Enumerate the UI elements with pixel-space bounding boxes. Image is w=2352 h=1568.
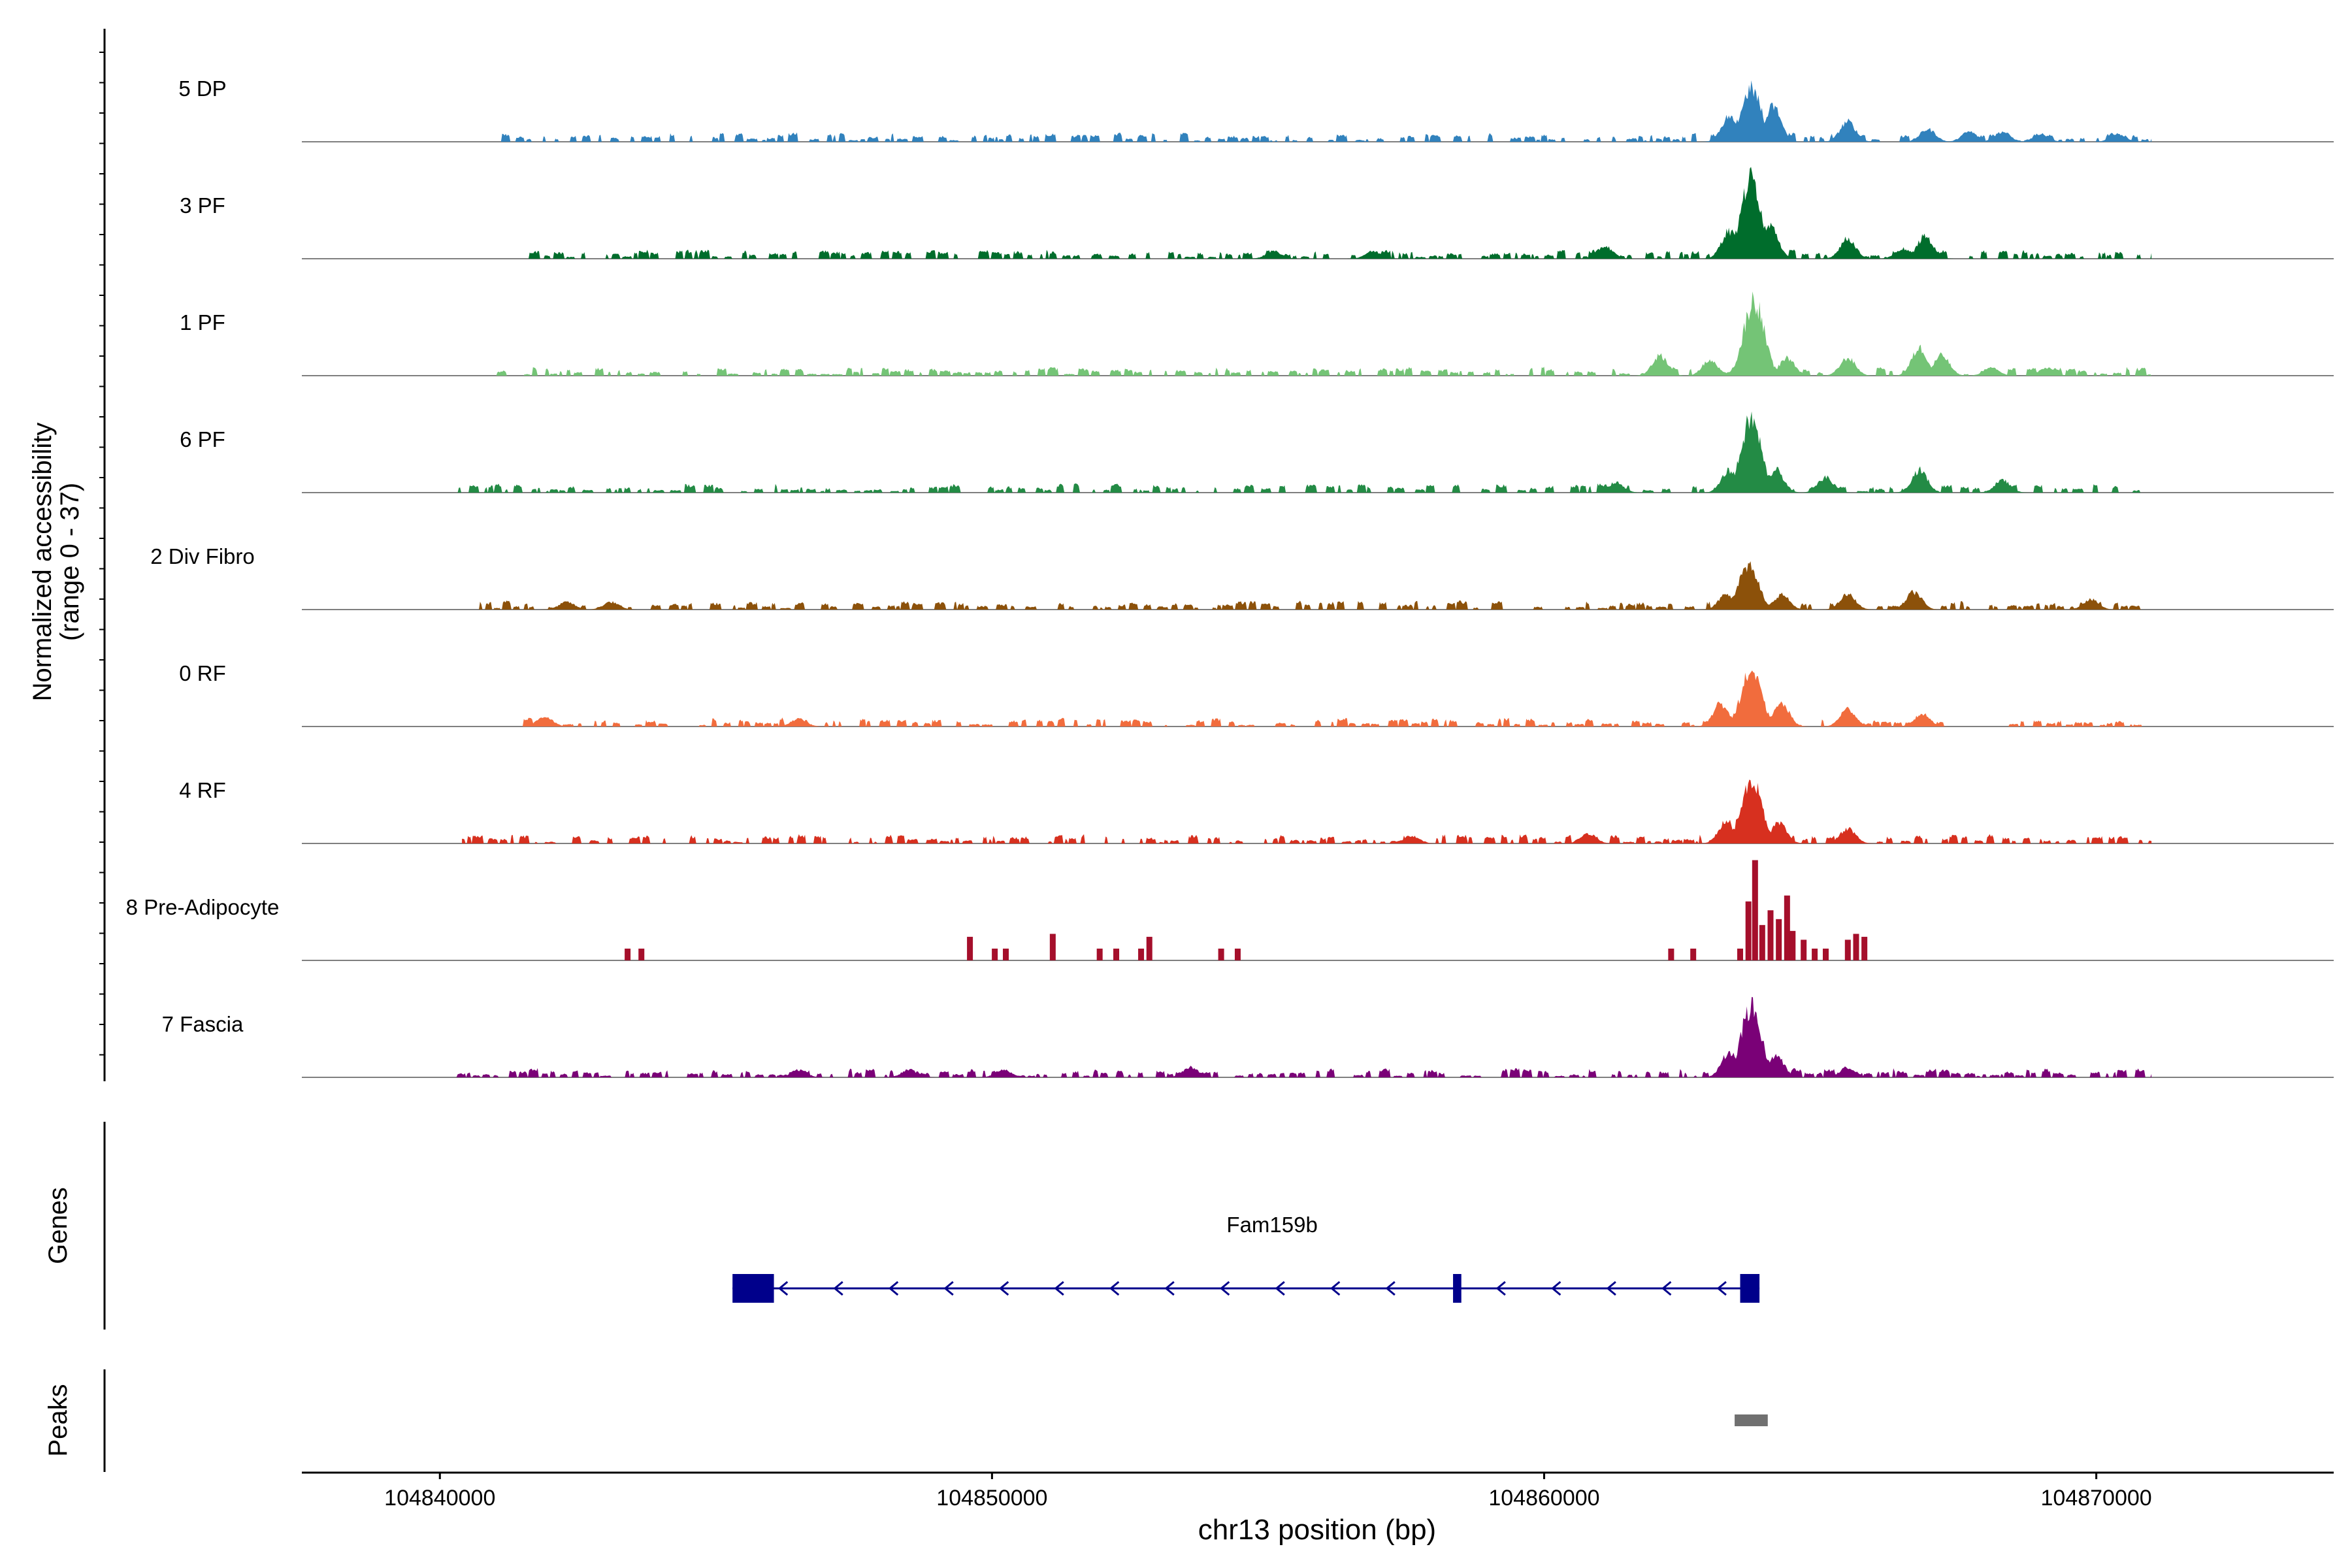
track-4-rf: 4 RF <box>179 778 2334 844</box>
x-axis-tick-label: 104850000 <box>936 1486 1047 1511</box>
coverage-block <box>967 936 973 960</box>
track-label: 7 Fascia <box>162 1012 244 1036</box>
coverage-block <box>1049 934 1056 960</box>
coverage-block <box>1138 948 1145 960</box>
track-label: 3 PF <box>180 193 225 218</box>
coverage-block <box>1823 948 1829 960</box>
coverage-block <box>638 948 645 960</box>
coverage-area <box>456 411 2141 493</box>
coverage-block <box>1668 948 1674 960</box>
coverage-block <box>1737 948 1744 960</box>
coverage-block <box>1146 936 1152 960</box>
peaks-track-label: Peaks <box>44 1384 73 1456</box>
strand-arrow <box>1661 1281 1672 1296</box>
coverage-block <box>1784 895 1790 960</box>
x-axis-ticks: 104840000 104850000 104860000 104870000 <box>384 1473 2152 1511</box>
y-axis-title-line1: Normalized accessibility <box>28 423 57 702</box>
x-axis-tick-label: 104870000 <box>2041 1486 2152 1511</box>
coverage-block <box>1113 948 1120 960</box>
strand-arrow <box>1164 1281 1175 1296</box>
coverage-block <box>625 948 631 960</box>
coverage-block <box>1767 910 1774 960</box>
track-label: 1 PF <box>180 310 225 335</box>
strand-arrow <box>888 1281 899 1296</box>
coverage-block <box>1844 939 1851 960</box>
track-label: 5 DP <box>178 76 226 101</box>
coverage-block <box>1853 934 1859 960</box>
coverage-area <box>523 167 2152 259</box>
gene-name-label: Fam159b <box>1226 1213 1317 1237</box>
gene-exon <box>1453 1274 1462 1303</box>
strand-arrow <box>1275 1281 1285 1296</box>
y-axis-title-line2: (range 0 - 37) <box>56 483 84 641</box>
strand-arrow <box>833 1281 843 1296</box>
strand-arrow <box>1054 1281 1064 1296</box>
strand-arrow <box>1495 1281 1506 1296</box>
gene-exon <box>1740 1274 1760 1303</box>
track-7-fascia: 7 Fascia <box>162 997 2334 1078</box>
coverage-block <box>1861 936 1868 960</box>
coverage-area <box>462 561 2152 610</box>
coverage-block <box>1759 924 1765 960</box>
track-label: 4 RF <box>179 778 226 802</box>
strand-arrow <box>1219 1281 1230 1296</box>
coverage-block <box>1003 948 1009 960</box>
track-label: 6 PF <box>180 427 225 451</box>
strand-arrow <box>998 1281 1009 1296</box>
strand-arrow <box>1385 1281 1396 1296</box>
strand-arrow <box>1109 1281 1120 1296</box>
coverage-area <box>523 670 2152 727</box>
coverage-area <box>495 291 2152 376</box>
coverage-block <box>992 948 998 960</box>
coverage-area <box>495 80 2152 142</box>
coverage-tracks: 5 DP 3 PF 1 PF 6 PF 2 Div Fibro 0 RF 4 RF 8 Pre… <box>126 76 2334 1078</box>
gene-exon <box>732 1274 774 1303</box>
x-axis-title: chr13 position (bp) <box>1198 1514 1436 1546</box>
track-1-pf: 1 PF <box>180 291 2334 376</box>
track-label: 8 Pre-Adipocyte <box>126 895 280 919</box>
coverage-block <box>1745 901 1752 960</box>
coverage-block <box>1752 860 1758 960</box>
coverage-block <box>1218 948 1224 960</box>
coverage-block <box>1789 930 1796 960</box>
track-5-dp: 5 DP <box>178 76 2334 142</box>
strand-arrow <box>1606 1281 1616 1296</box>
track-3-pf: 3 PF <box>180 167 2334 259</box>
strand-arrow <box>1551 1281 1561 1296</box>
coverage-block <box>1812 948 1818 960</box>
coverage-block <box>1690 948 1697 960</box>
track-0-rf: 0 RF <box>179 661 2334 727</box>
track-label: 2 Div Fibro <box>150 544 255 568</box>
coverage-block <box>1096 948 1103 960</box>
gene-model: Fam159b <box>732 1213 1760 1303</box>
coverage-block <box>1234 948 1241 960</box>
strand-arrow <box>1330 1281 1341 1296</box>
strand-arrow <box>943 1281 954 1296</box>
strand-arrow <box>777 1281 789 1296</box>
track-8-pre-adipocyte: 8 Pre-Adipocyte <box>126 860 2334 961</box>
coverage-area <box>456 997 2152 1077</box>
peak-region <box>1735 1414 1768 1426</box>
peak-regions <box>1735 1414 1768 1426</box>
strand-arrow <box>1716 1281 1727 1296</box>
coverage-area <box>462 779 2152 843</box>
x-axis-tick-label: 104840000 <box>384 1486 495 1511</box>
coverage-block <box>1801 939 1807 960</box>
x-axis-tick-label: 104860000 <box>1488 1486 1599 1511</box>
y-axis <box>99 29 106 1081</box>
track-label: 0 RF <box>179 661 226 685</box>
coverage-block <box>1776 919 1782 960</box>
genes-track-label: Genes <box>44 1187 73 1264</box>
track-6-pf: 6 PF <box>180 411 2334 493</box>
track-2-div-fibro: 2 Div Fibro <box>150 544 2334 610</box>
